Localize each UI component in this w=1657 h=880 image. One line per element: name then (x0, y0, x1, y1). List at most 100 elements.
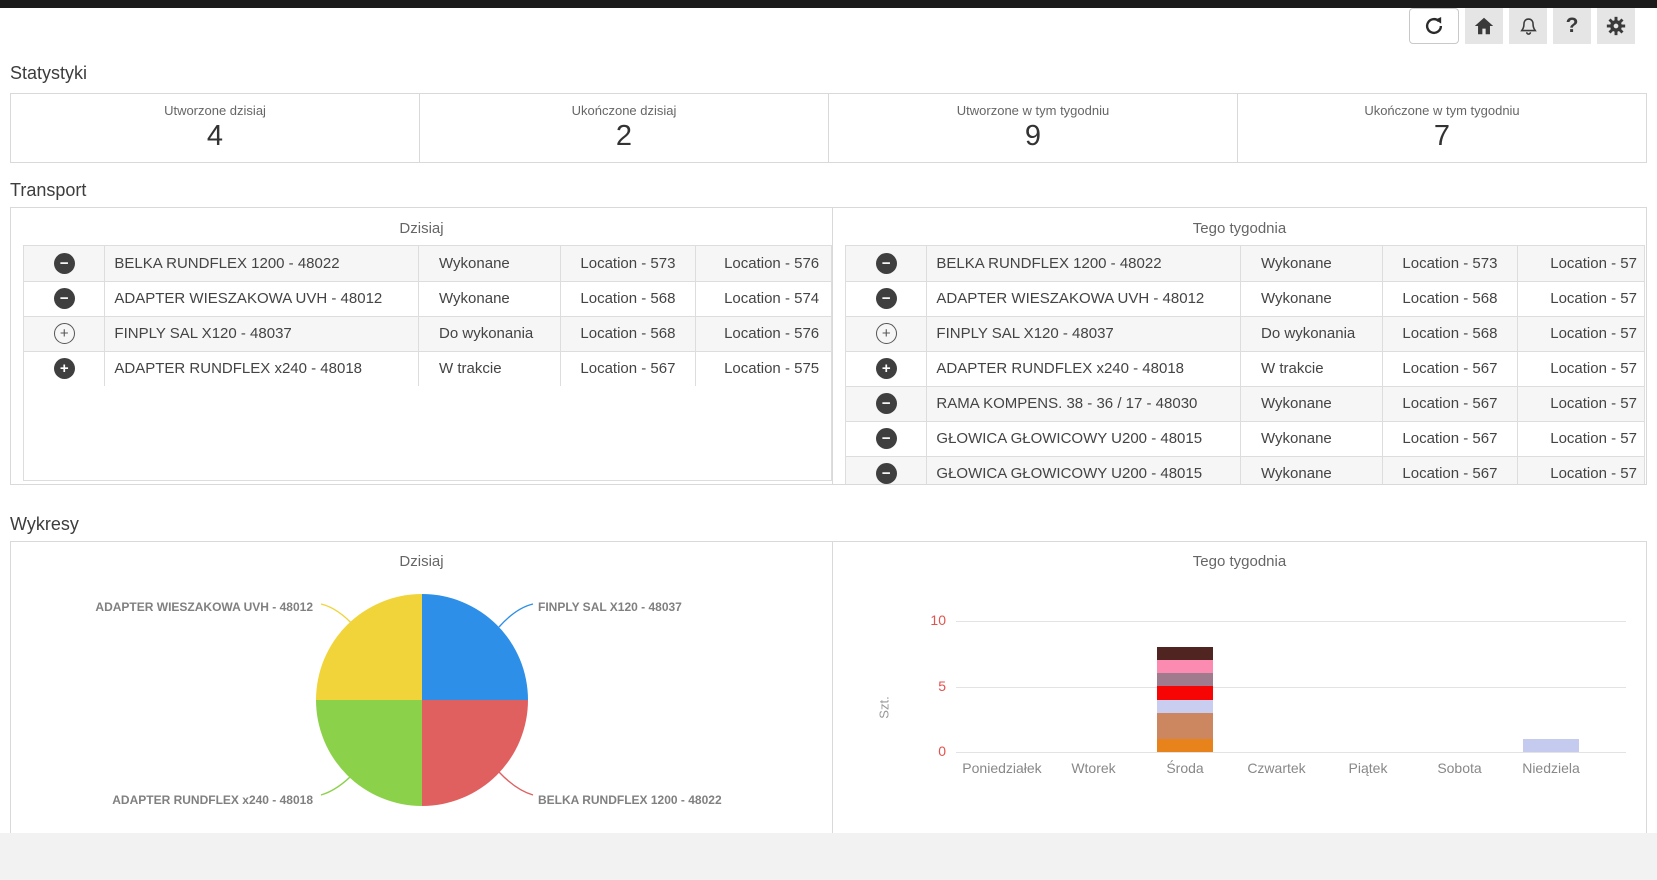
status-text: Wykonane (1240, 386, 1383, 422)
table-row[interactable]: − GŁOWICA GŁOWICOWY U200 - 48015 Wykonane L… (846, 421, 1644, 457)
item-name: FINPLY SAL X120 - 48037 (926, 316, 1242, 352)
x-axis-tick: Środa (1166, 760, 1204, 776)
minus-filled-icon[interactable]: − (53, 288, 75, 309)
status-text: Wykonane (1240, 456, 1383, 484)
bar-segment (1157, 738, 1213, 752)
status-text: Do wykonania (418, 316, 561, 352)
table-row[interactable]: − BELKA RUNDFLEX 1200 - 48022 Wykonane Loca… (24, 246, 831, 282)
gear-icon (1605, 15, 1627, 37)
bar-chart-panel: Tego tygodnia Szt. 10 5 0 Poniedziałek Wtore… (833, 542, 1646, 833)
bar-segment (1157, 712, 1213, 739)
content: Statystyki Utworzone dzisiaj 4 Ukończone… (10, 62, 1647, 833)
item-name: GŁOWICA GŁOWICOWY U200 - 48015 (926, 456, 1242, 484)
location-from: Location - 567 (1382, 351, 1519, 387)
stat-card-created-today: Utworzone dzisiaj 4 (11, 94, 420, 162)
bar-segment (1157, 686, 1213, 700)
plus-filled-icon[interactable]: + (53, 358, 75, 380)
stacked-bar[interactable] (1157, 647, 1213, 752)
minus-filled-icon[interactable]: − (875, 288, 897, 309)
minus-filled-icon[interactable]: − (875, 252, 897, 274)
item-name: ADAPTER WIESZAKOWA UVH - 48012 (926, 281, 1242, 317)
help-button[interactable]: ? (1553, 8, 1591, 44)
notifications-button[interactable] (1509, 8, 1547, 44)
table-row[interactable]: + ADAPTER RUNDFLEX x240 - 48018 W trakcie L… (24, 351, 831, 386)
charts-heading: Wykresy (10, 514, 79, 534)
minus-filled-icon[interactable]: − (875, 393, 897, 414)
status-text: Wykonane (1240, 281, 1383, 317)
plus-outline-icon[interactable]: + (53, 323, 75, 344)
bar-chart-title: Tego tygodnia (1192, 553, 1287, 570)
status-text: Wykonane (1240, 421, 1383, 457)
x-axis-tick: Wtorek (1071, 760, 1116, 776)
transport-heading: Transport (10, 180, 87, 200)
table-row[interactable]: − BELKA RUNDFLEX 1200 - 48022 Wykonane Loca… (846, 246, 1644, 282)
item-name: ADAPTER WIESZAKOWA UVH - 48012 (104, 281, 420, 317)
table-row[interactable]: − GŁOWICA GŁOWICOWY U200 - 48015 Wykonane L… (846, 456, 1644, 484)
stat-value: 4 (206, 120, 224, 152)
location-to: Location - 57 (1517, 281, 1644, 317)
stat-value: 7 (1433, 120, 1451, 152)
plus-filled-icon[interactable]: + (875, 358, 897, 379)
charts-panel: Dzisiaj FINPLY SAL X120 - 48037 BELKA RUN… (10, 541, 1647, 833)
status-text: Wykonane (418, 246, 561, 282)
location-to: Location - 574 (695, 281, 831, 317)
stat-label: Ukończone w tym tygodniu (1364, 103, 1520, 118)
status-text: Wykonane (418, 281, 561, 317)
settings-button[interactable] (1597, 8, 1635, 44)
location-from: Location - 568 (560, 316, 697, 352)
refresh-button[interactable] (1409, 8, 1459, 44)
minus-filled-icon[interactable]: − (875, 428, 897, 449)
plus-outline-icon[interactable]: + (875, 323, 897, 344)
question-icon: ? (1565, 14, 1579, 37)
location-to: Location - 57 (1517, 386, 1644, 422)
y-axis-tick: 0 (938, 743, 946, 759)
location-to: Location - 57 (1517, 421, 1644, 457)
stacked-bar[interactable] (1523, 738, 1579, 752)
gridline (956, 752, 1626, 753)
bar-segment (1157, 699, 1213, 713)
stat-label: Ukończone dzisiaj (571, 103, 677, 118)
location-from: Location - 567 (1382, 456, 1519, 484)
location-from: Location - 573 (560, 246, 697, 282)
pie-chart[interactable] (316, 594, 528, 806)
stats-heading: Statystyki (10, 63, 88, 83)
bell-icon (1518, 16, 1539, 37)
pie-slice-label: ADAPTER WIESZAKOWA UVH - 48012 (95, 600, 313, 614)
location-to: Location - 57 (1517, 246, 1644, 282)
item-name: GŁOWICA GŁOWICOWY U200 - 48015 (926, 421, 1242, 457)
status-text: Wykonane (1240, 246, 1383, 282)
refresh-icon (1423, 15, 1445, 37)
minus-filled-icon[interactable]: − (875, 463, 897, 484)
bar-segment (1157, 673, 1213, 687)
minus-filled-icon[interactable]: − (53, 252, 75, 274)
dashboard-page: ? Statystyki Utworzone (0, 0, 1657, 833)
item-name: ADAPTER RUNDFLEX x240 - 48018 (926, 351, 1242, 387)
transport-today-column: Dzisiaj − BELKA RUNDFLEX 1200 - 48022 Wyko… (11, 208, 833, 484)
stat-card-created-this-week: Utworzone w tym tygodniu 9 (829, 94, 1238, 162)
x-axis-tick: Czwartek (1247, 760, 1306, 776)
location-from: Location - 567 (560, 351, 697, 386)
table-row[interactable]: + ADAPTER RUNDFLEX x240 - 48018 W trakcie L… (846, 351, 1644, 387)
pie-chart-panel: Dzisiaj FINPLY SAL X120 - 48037 BELKA RUN… (11, 542, 833, 833)
table-row[interactable]: − RAMA KOMPENS. 38 - 36 / 17 - 48030 Wykon… (846, 386, 1644, 422)
stat-value: 9 (1024, 120, 1042, 152)
stat-value: 2 (615, 120, 633, 152)
location-to: Location - 57 (1517, 316, 1644, 352)
table-row[interactable]: + FINPLY SAL X120 - 48037 Do wykonania Loca… (24, 316, 831, 352)
stats-panel: Utworzone dzisiaj 4 Ukończone dzisiaj 2 … (10, 93, 1647, 163)
transport-today-table-frame: − BELKA RUNDFLEX 1200 - 48022 Wykonane Loca… (23, 245, 832, 481)
gridline (956, 621, 1626, 622)
table-row[interactable]: − ADAPTER WIESZAKOWA UVH - 48012 Wykonane L… (24, 281, 831, 317)
bar-segment (1157, 647, 1213, 661)
transport-week-column: Tego tygodnia − BELKA RUNDFLEX 1200 - 480… (833, 208, 1646, 484)
home-button[interactable] (1465, 8, 1503, 44)
table-row[interactable]: + FINPLY SAL X120 - 48037 Do wykonania Loca… (846, 316, 1644, 352)
x-axis-tick: Piątek (1348, 760, 1388, 776)
item-name: FINPLY SAL X120 - 48037 (104, 316, 420, 352)
table-row[interactable]: − ADAPTER WIESZAKOWA UVH - 48012 Wykonane L… (846, 281, 1644, 317)
transport-week-title: Tego tygodnia (1192, 220, 1287, 237)
item-name: RAMA KOMPENS. 38 - 36 / 17 - 48030 (926, 386, 1242, 422)
location-from: Location - 568 (560, 281, 697, 317)
status-text: Do wykonania (1240, 316, 1383, 352)
y-axis-tick: 10 (930, 612, 946, 628)
